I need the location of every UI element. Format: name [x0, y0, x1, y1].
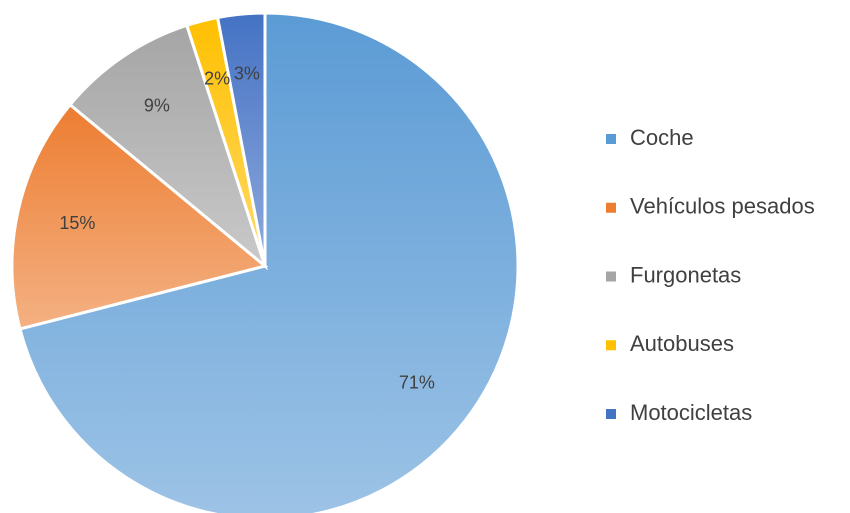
- data-label: 3%: [234, 63, 260, 83]
- legend-marker: [606, 271, 616, 282]
- pie-slice: [18, 11, 520, 513]
- legend-label: Autobuses: [630, 331, 734, 356]
- legend-marker: [606, 340, 616, 351]
- legend-marker: [606, 409, 616, 419]
- legend-label: Motocicletas: [630, 400, 752, 425]
- data-label: 15%: [59, 213, 95, 233]
- legend-marker: [606, 202, 616, 213]
- legend-label: Furgonetas: [630, 262, 741, 287]
- data-label: 71%: [399, 373, 435, 393]
- pie-slice: [67, 23, 269, 271]
- pie-slice: [215, 11, 267, 267]
- data-label: 9%: [144, 96, 170, 116]
- legend-label: Vehículos pesados: [630, 194, 815, 219]
- legend-marker: [606, 134, 616, 144]
- data-label: 2%: [204, 69, 230, 89]
- legend-label: Coche: [630, 125, 694, 150]
- pie-slice: [10, 102, 269, 331]
